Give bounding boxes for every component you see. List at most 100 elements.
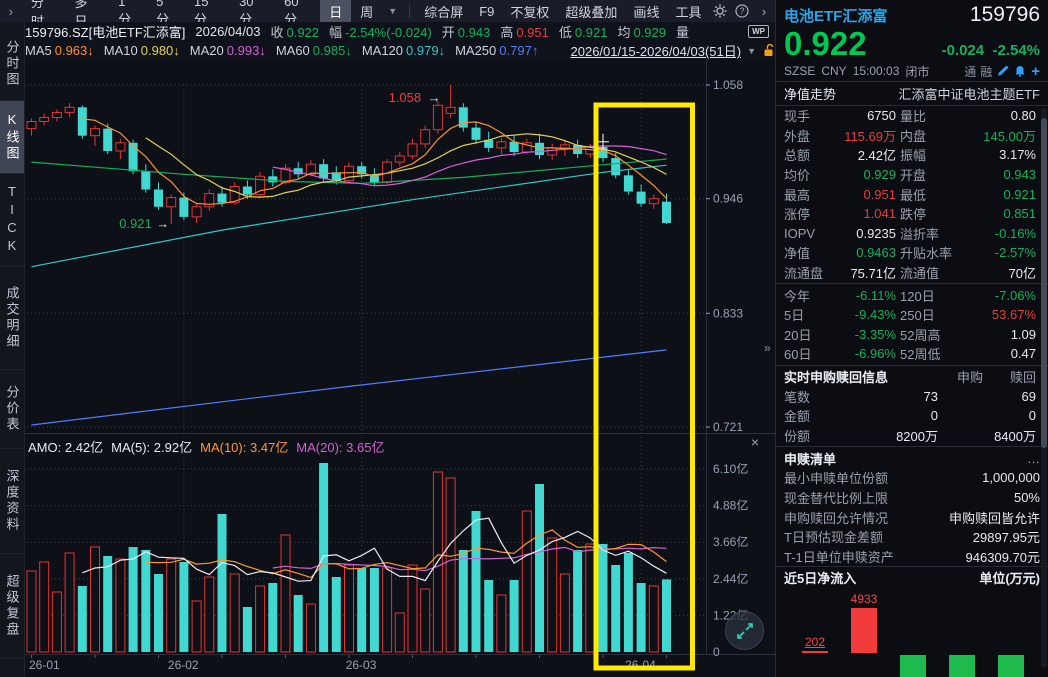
candlesticks xyxy=(26,85,671,224)
creation-list-rows: 最小申赎单位份额 1,000,000 现金替代比例上限 50% 申购赎回允许情况… xyxy=(776,468,1048,566)
quote-label: 最高 xyxy=(784,187,811,203)
settings-gear-icon[interactable] xyxy=(709,0,731,22)
exchange-label: SZSE xyxy=(784,64,816,78)
list-row: 现金替代比例上限 50% xyxy=(784,489,1040,506)
range-dropdown-caret-icon[interactable]: ▼ xyxy=(747,45,756,56)
volume-ma-item: MA(10): 3.47亿 xyxy=(200,440,289,455)
kline-chart[interactable]: 1.058 0.946 0.833 0.721 6.10亿 4.88亿 3.66亿 2.44亿… xyxy=(25,60,775,677)
performance-row: 20日 -3.35% 52周高 1.09 xyxy=(784,326,1036,343)
net-inflow-chart[interactable]: 202 4933 xyxy=(776,587,1048,677)
divider xyxy=(776,446,1048,448)
quote-row: 外盘 115.69万 内盘 145.00万 xyxy=(776,126,1048,146)
sidebar-item[interactable]: 分时图 xyxy=(0,28,24,101)
alert-bell-icon[interactable] xyxy=(1014,65,1026,77)
svg-text:→: → xyxy=(428,90,441,105)
quote-value: 0.80 xyxy=(1010,108,1036,124)
subscription-row: 金额 0 0 xyxy=(784,408,1036,425)
svg-text:0.946: 0.946 xyxy=(713,192,743,206)
quote-label: 涨停 xyxy=(784,207,811,223)
more-ellipsis-icon[interactable]: … xyxy=(1027,450,1040,466)
performance-grid: 今年 -6.11% 120日 -7.06% 5日 -9.43% 250日 53.… xyxy=(776,285,1048,363)
fund-full-name[interactable]: 汇添富中证电池主题ETF xyxy=(898,87,1040,102)
net-inflow-value: 4933 xyxy=(850,592,878,607)
quote-label: 流通盘 xyxy=(784,266,824,282)
volume-pane-close-icon[interactable]: × xyxy=(750,434,760,450)
sidebar-item[interactable]: 成交明细 xyxy=(0,267,24,370)
cursor-cross-icon xyxy=(597,133,609,150)
quote-value: 1.041 xyxy=(863,206,896,222)
period-tab[interactable]: 15分 xyxy=(194,0,209,27)
wp-window-icon[interactable]: WP xyxy=(748,25,769,38)
net-inflow-value: 202 xyxy=(804,635,826,650)
period-tab[interactable]: 分时 xyxy=(30,0,44,29)
period-tab[interactable]: 60分 xyxy=(284,0,299,27)
toolbar-tool-button[interactable]: 综合屏 xyxy=(424,4,464,20)
quote-label: 溢折率 xyxy=(900,226,940,242)
performance-row: 5日 -9.43% 250日 53.67% xyxy=(784,307,1036,324)
sidebar-item[interactable]: TICK xyxy=(0,174,24,267)
ma-item: MA20 0.993↓ xyxy=(189,43,266,58)
quote-field: 幅 -2.54%(-0.024) xyxy=(329,25,432,40)
instrument-name[interactable]: 电池ETF汇添富 xyxy=(784,7,888,25)
subscription-row: 份额 8200万 8400万 xyxy=(784,428,1036,444)
period-tab[interactable]: 周 xyxy=(360,4,374,20)
quote-field: 高 0.951 xyxy=(500,25,549,40)
quote-row: 现手 6750 量比 0.80 xyxy=(776,106,1048,126)
quote-time: 15:00:03 xyxy=(852,64,900,78)
quote-row: 净值 0.9463 升贴水率 -2.57% xyxy=(776,243,1048,263)
scrollbar-thumb[interactable] xyxy=(1041,118,1047,448)
sidebar-item[interactable]: 超级复盘 xyxy=(0,554,24,659)
quote-label: IOPV xyxy=(784,225,816,241)
sidebar-item[interactable]: K线图 xyxy=(0,101,24,174)
quote-value: -0.16% xyxy=(994,225,1036,241)
quote-field: 低 0.921 xyxy=(558,25,608,40)
margin-badges: 通融 xyxy=(964,63,992,80)
quote-value: 75.71亿 xyxy=(850,266,896,282)
panel-collapse-handle[interactable]: » xyxy=(764,341,771,355)
right-panel-scrollbar[interactable] xyxy=(1041,108,1047,668)
symbol-label[interactable]: 159796.SZ[电池ETF汇添富] xyxy=(25,25,186,40)
unlock-icon[interactable] xyxy=(762,44,775,57)
period-tabs: 分时 多日 1分 5分 15分 30分 60分 日周 xyxy=(22,0,382,29)
quote-value: 0.921 xyxy=(1003,186,1036,202)
date-range-selector[interactable]: 2026/01/15-2026/04/03(51日) xyxy=(570,44,742,59)
quote-row: 最高 0.951 最低 0.921 xyxy=(776,184,1048,204)
quote-field: 开 0.943 xyxy=(441,25,491,40)
quote-value: -2.57% xyxy=(994,245,1036,261)
net-inflow-header: 近5日净流入 单位(万元) xyxy=(776,566,1048,587)
quote-label: 净值 xyxy=(784,246,811,262)
quote-row: 总额 2.42亿 振幅 3.17% xyxy=(776,145,1048,165)
quote-label: 开盘 xyxy=(900,168,927,184)
toolbar-tool-button[interactable]: F9 xyxy=(479,3,495,19)
toolbar-more-chevron-icon[interactable]: › xyxy=(761,3,767,19)
toolbar-tool-button[interactable]: 不复权 xyxy=(510,4,550,20)
help-icon[interactable]: ? xyxy=(731,0,753,22)
period-tab[interactable]: 5分 xyxy=(156,0,170,27)
period-tab[interactable]: 多日 xyxy=(74,0,88,29)
performance-row: 60日 -6.96% 52周低 0.47 xyxy=(784,346,1036,363)
sidebar-item[interactable]: 分价表 xyxy=(0,370,24,449)
chart-expand-icon[interactable] xyxy=(725,611,764,650)
quote-label: 总额 xyxy=(784,148,811,164)
period-dropdown-caret-icon[interactable]: ▼ xyxy=(388,6,398,16)
sidebar-item[interactable]: 深度资料 xyxy=(0,449,24,554)
svg-text:26-03: 26-03 xyxy=(346,658,377,672)
edit-pencil-icon[interactable] xyxy=(997,65,1009,77)
price-change: -0.024 -2.54% xyxy=(941,42,1040,59)
kline-volume-svg[interactable]: 1.058 0.946 0.833 0.721 6.10亿 4.88亿 3.66亿 2.44亿… xyxy=(25,60,775,677)
svg-text:3.66亿: 3.66亿 xyxy=(713,534,748,549)
toolbar-expand-icon[interactable]: › xyxy=(8,3,14,19)
quote-value: 0.951 xyxy=(863,186,896,202)
toolbar-tool-button[interactable]: 画线 xyxy=(633,4,660,20)
toolbar-tool-button[interactable]: 超级叠加 xyxy=(565,4,618,20)
toolbar-tool-button[interactable]: 工具 xyxy=(675,4,702,20)
quote-row: 涨停 1.041 跌停 0.851 xyxy=(776,204,1048,224)
add-plus-icon[interactable]: + xyxy=(1031,62,1040,80)
svg-text:26-02: 26-02 xyxy=(168,658,199,672)
svg-text:26-01: 26-01 xyxy=(29,658,60,672)
nav-trend-tab[interactable]: 净值走势 xyxy=(784,87,837,102)
period-tab[interactable]: 30分 xyxy=(239,0,254,27)
period-tab[interactable]: 日 xyxy=(320,0,352,22)
period-tab[interactable]: 1分 xyxy=(118,0,132,27)
quote-label: 均价 xyxy=(784,168,811,184)
